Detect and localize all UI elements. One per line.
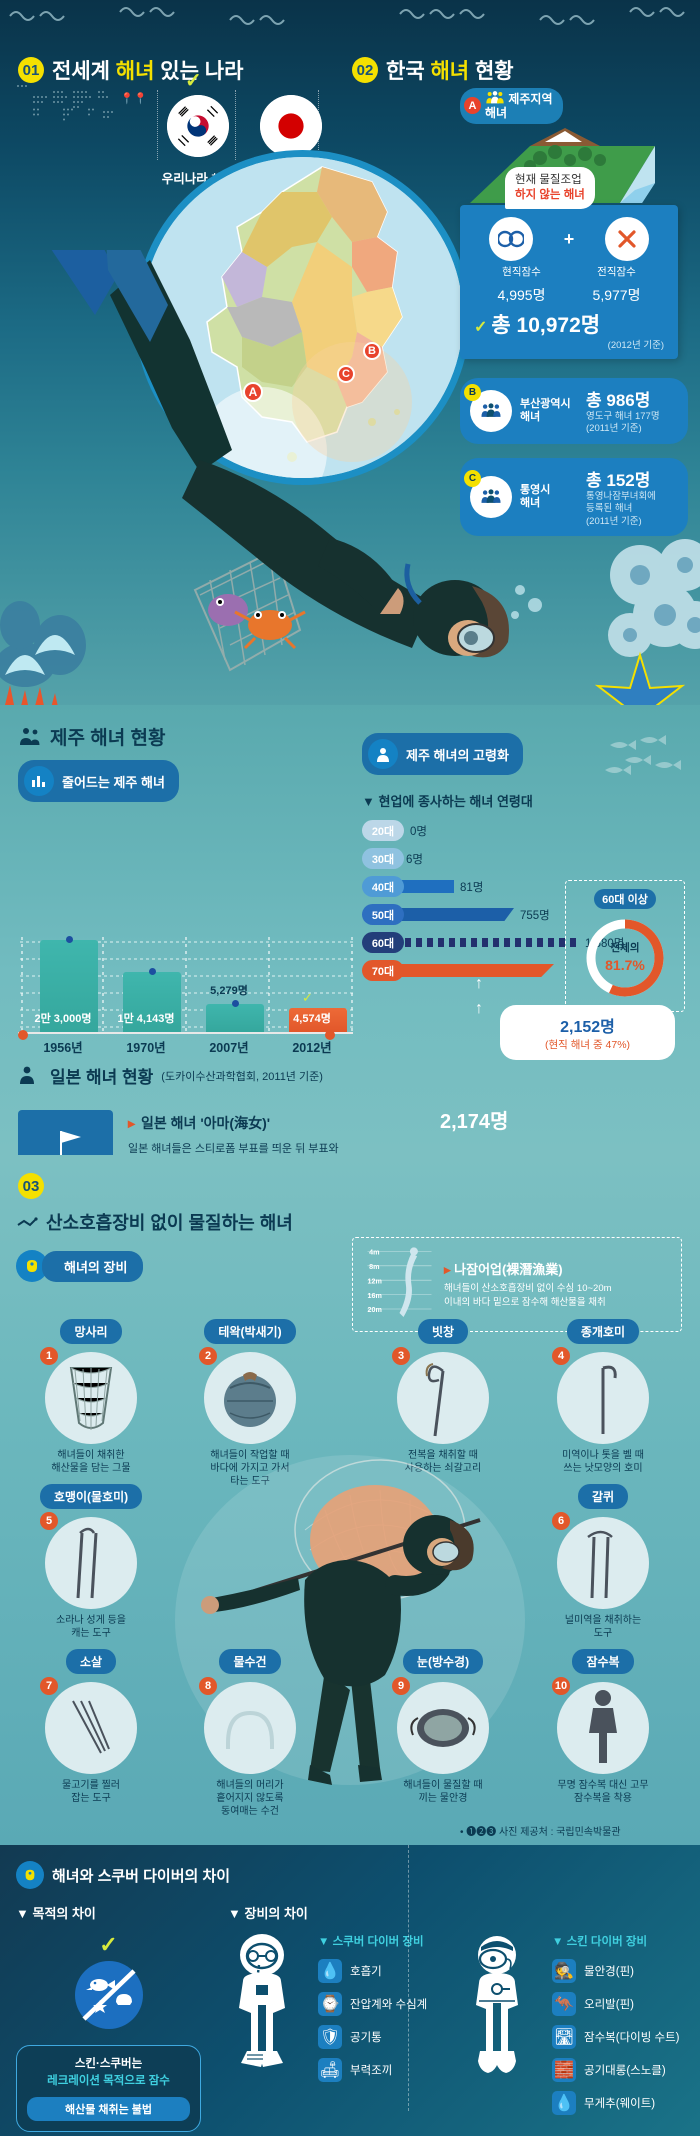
svg-text:12m: 12m [368, 1276, 382, 1285]
svg-text:20m: 20m [368, 1305, 382, 1314]
svg-text:8m: 8m [369, 1262, 379, 1271]
svg-text:16m: 16m [368, 1290, 382, 1299]
svg-text:4m: 4m [369, 1247, 379, 1256]
